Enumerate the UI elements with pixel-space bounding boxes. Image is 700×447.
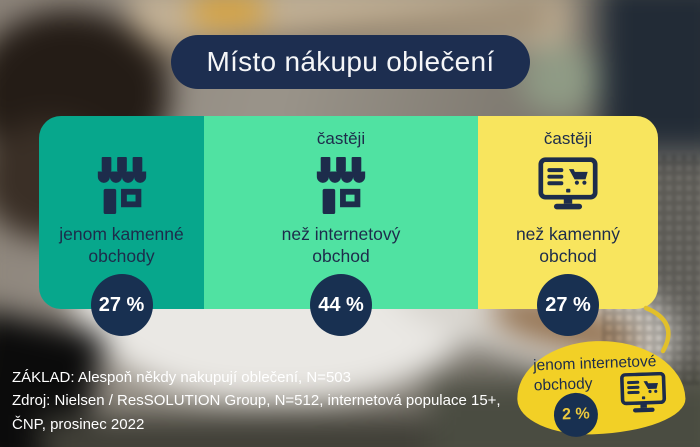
panel-prefix: častěji [316, 129, 366, 148]
storefront-icon [91, 154, 153, 216]
panel-label: jenom kamenné obchody [59, 224, 184, 266]
panel-label: než internetový obchod [281, 224, 401, 266]
title-banner: Místo nákupu oblečení [171, 35, 530, 89]
panel-more-often-than-physical: častěji ne [478, 116, 658, 336]
value-text: 44 % [318, 293, 364, 316]
value-badge: 27 % [90, 274, 153, 336]
online-shop-icon [538, 154, 598, 216]
value-text: 27 % [545, 293, 591, 316]
background-shelf-items [520, 45, 600, 115]
storefront-icon [310, 154, 372, 216]
callout-blob: jenom internetové obchody 2 % [515, 338, 687, 438]
online-shop-icon [620, 371, 670, 418]
value-badge: 27 % [537, 274, 599, 336]
footer-source: ZÁKLAD: Alespoň někdy nakupují oblečení,… [12, 366, 501, 436]
panel-more-often-than-eshop: častěji než internetový obchod 44 % [204, 116, 478, 336]
footer-base-line: ZÁKLAD: Alespoň někdy nakupují oblečení,… [12, 369, 351, 386]
page-title: Místo nákupu oblečení [206, 46, 495, 77]
background-yellow-box [193, 0, 263, 27]
footer-source-line: Zdroj: Nielsen / ResSOLUTION Group, N=51… [12, 392, 501, 410]
value-text: 27 % [98, 293, 145, 316]
value-badge: 2 % [553, 392, 599, 438]
panel-only-physical-stores: jenom kamenné obchody 27 % [39, 116, 204, 336]
panel-label: než kamenný obchod [515, 224, 621, 266]
footer-date-line: ČNP, prosinec 2022 [12, 415, 145, 433]
value-badge: 44 % [310, 274, 372, 336]
panel-prefix: častěji [543, 129, 593, 148]
value-text: 2 % [561, 405, 590, 424]
panels-strip: jenom kamenné obchody 27 % častěji [39, 116, 658, 336]
